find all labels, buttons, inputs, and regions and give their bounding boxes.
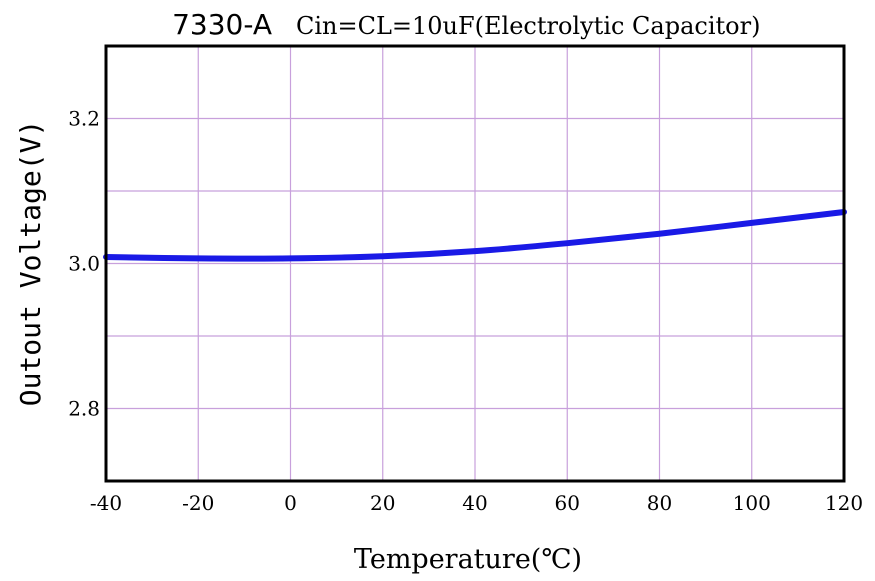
series-line — [103, 209, 847, 262]
series-group — [103, 209, 847, 262]
x-tick-label: 0 — [284, 491, 297, 515]
x-tick-labels: -40 -20 0 20 40 60 80 100 120 — [90, 491, 863, 515]
y-tick-label: 2.8 — [68, 397, 100, 421]
chart-title: 7330-A — [172, 8, 272, 41]
x-tick-label: 100 — [733, 491, 771, 515]
y-tick-label: 3.2 — [68, 107, 100, 131]
chart-subtitle: Cin=CL=10uF(Electrolytic Capacitor) — [296, 12, 760, 40]
y-tick-label: 3.0 — [68, 252, 100, 276]
x-tick-label: 40 — [462, 491, 487, 515]
x-tick-label: 120 — [825, 491, 863, 515]
y-axis-label: Outout Voltage(V) — [14, 120, 47, 407]
x-tick-label: 20 — [370, 491, 395, 515]
x-tick-label: 80 — [647, 491, 672, 515]
grid-lines — [105, 46, 845, 481]
plot-frame — [104, 44, 846, 483]
x-tick-label: 60 — [555, 491, 580, 515]
x-tick-label: -20 — [182, 491, 214, 515]
x-tick-label: -40 — [90, 491, 122, 515]
y-tick-labels: 2.8 3.0 3.2 — [68, 107, 100, 421]
x-axis-label: Temperature(℃) — [354, 544, 582, 575]
